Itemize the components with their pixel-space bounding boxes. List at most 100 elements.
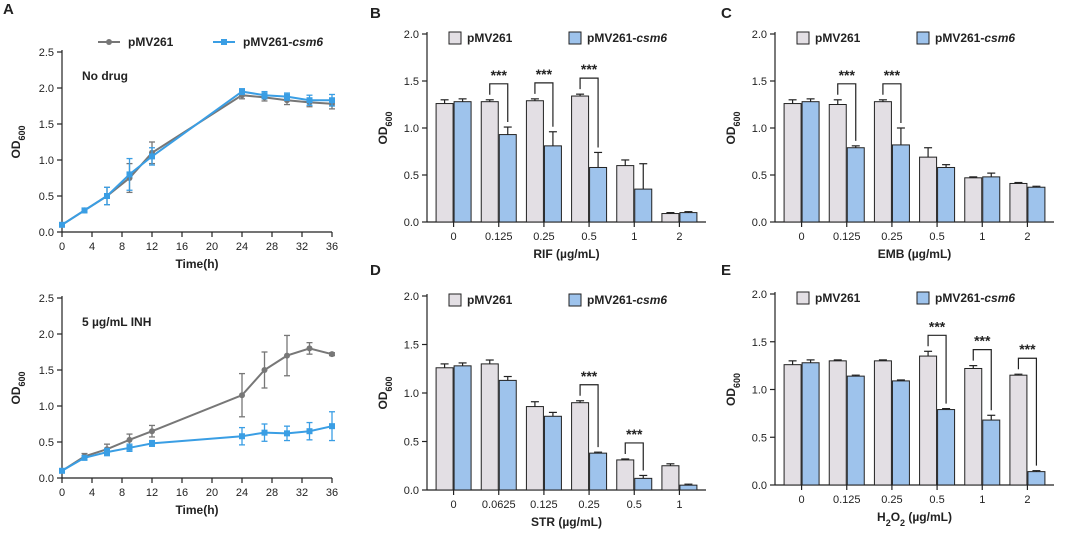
panel-annotation: 5 µg/mL INH — [82, 315, 151, 329]
y-tick-label: 2.0 — [39, 83, 54, 95]
x-tick-label: 0.125 — [833, 494, 861, 506]
bar-pMV261-csm6 — [543, 145, 562, 223]
bar-pMV261 — [525, 100, 544, 223]
y-tick-label: 1.5 — [404, 340, 419, 352]
legend-marker-grey — [106, 39, 112, 45]
x-axis-label: H2O2 (µg/mL) — [877, 510, 952, 528]
x-tick-label: 4 — [89, 487, 95, 499]
y-axis-label: OD600 — [376, 111, 394, 144]
y-axis-label-part: OD — [376, 126, 390, 144]
significance-stars: *** — [491, 67, 508, 83]
legend-label-blue: pMV261-csm6 — [243, 35, 323, 49]
data-point — [239, 88, 245, 95]
x-tick-label: 20 — [206, 487, 218, 499]
significance-bracket — [1017, 357, 1038, 466]
x-axis-label: RIF (µg/mL) — [533, 247, 599, 261]
x-tick-label: 1 — [979, 494, 985, 506]
y-tick-label: 2.0 — [404, 29, 419, 41]
bar-pMV261 — [571, 95, 590, 223]
x-tick-label: 20 — [206, 241, 218, 253]
bar-pMV261-csm6 — [498, 379, 517, 491]
significance-stars: *** — [581, 368, 598, 384]
bar-pMV261 — [873, 360, 892, 486]
data-point — [239, 392, 245, 399]
x-tick-label: 32 — [296, 487, 308, 499]
legend-label-blue: pMV261-csm6 — [587, 31, 667, 45]
bar-pMV261-csm6 — [801, 362, 820, 486]
x-tick-label: 0 — [59, 241, 65, 253]
data-point — [306, 428, 313, 435]
legend-label-blue: pMV261-csm6 — [935, 31, 1015, 45]
bar-pMV261 — [1009, 374, 1028, 486]
significance-stars: *** — [626, 426, 643, 442]
x-tick-label: 8 — [119, 241, 125, 253]
y-tick-label: 0.0 — [404, 217, 419, 229]
data-point — [81, 454, 88, 461]
legend-swatch-blue — [568, 31, 582, 45]
bar-pMV261 — [828, 360, 847, 486]
x-tick-label: 0.125 — [485, 231, 513, 243]
y-tick-label: 1.5 — [39, 365, 54, 377]
panel-letter: E — [721, 262, 731, 279]
x-tick-label: 0.5 — [929, 494, 944, 506]
y-axis-label: OD600 — [724, 111, 742, 144]
x-tick-label: 16 — [176, 487, 188, 499]
y-tick-label: 0.5 — [39, 191, 54, 203]
bar-pMV261-csm6 — [982, 176, 1001, 223]
series-line-pMV261 — [61, 94, 333, 226]
bar-pMV261-csm6 — [634, 188, 653, 223]
y-axis-label-part: OD — [724, 388, 738, 406]
bar-pMV261 — [964, 177, 983, 223]
data-point — [59, 221, 65, 228]
x-axis-label: STR (µg/mL) — [531, 515, 602, 529]
series-line-pMV261-csm6 — [61, 425, 333, 472]
legend-label-blue-part: pMV261- — [243, 35, 292, 49]
x-tick-label: 1 — [979, 231, 985, 243]
y-axis-label-part: 600 — [17, 371, 27, 386]
y-tick-label: 0.5 — [404, 437, 419, 449]
y-axis-label-part: OD — [724, 126, 738, 144]
y-axis-label: OD600 — [724, 373, 742, 406]
legend-label-blue-part: csm6 — [984, 291, 1015, 305]
y-axis-label-part: OD — [9, 140, 23, 158]
data-point — [59, 467, 65, 474]
panel-letter: D — [370, 262, 381, 279]
bar-pMV261 — [1009, 182, 1028, 223]
data-point — [81, 207, 88, 214]
legend-label-grey: pMV261 — [815, 291, 861, 305]
bar-pMV261 — [828, 104, 847, 223]
legend-label-grey: pMV261 — [467, 293, 513, 307]
x-tick-label: 32 — [296, 241, 308, 253]
x-tick-label: 0 — [451, 231, 457, 243]
y-tick-label: 1.0 — [752, 123, 767, 135]
significance-stars: *** — [884, 67, 901, 83]
bar-pMV261-csm6 — [982, 419, 1001, 486]
panel-annotation: No drug — [82, 69, 128, 83]
data-point — [126, 171, 133, 178]
bar-pMV261 — [480, 101, 499, 223]
bar-pMV261 — [919, 355, 938, 486]
x-tick-label: 16 — [176, 241, 188, 253]
bar-pMV261-csm6 — [679, 212, 698, 223]
bar-pMV261-csm6 — [679, 484, 698, 491]
bar-pMV261-csm6 — [589, 166, 608, 223]
data-point — [284, 352, 290, 359]
y-axis-label-part: OD — [376, 391, 390, 409]
significance-stars: *** — [839, 67, 856, 83]
bar-pMV261-csm6 — [937, 409, 956, 486]
y-tick-label: 1.5 — [752, 76, 767, 88]
data-point — [329, 97, 335, 104]
data-point — [104, 449, 110, 456]
bar-pMV261-csm6 — [891, 380, 910, 486]
significance-bracket — [882, 83, 902, 123]
chart-D: D 0.0 0.5 1.0 1.5 2.0 0 0.0625 0.125 0.25 0.5 1 STR … — [370, 262, 706, 529]
series-line-pMV261 — [61, 347, 333, 472]
bar-pMV261 — [616, 459, 635, 491]
x-tick-label: 0.25 — [533, 231, 554, 243]
x-tick-label: 0.125 — [530, 499, 558, 511]
x-tick-label: 0.25 — [881, 494, 902, 506]
x-axis-label-part: H — [877, 510, 886, 524]
x-tick-label: 12 — [146, 241, 158, 253]
x-tick-label: 24 — [236, 241, 248, 253]
chart-B: B 0.0 0.5 1.0 1.5 2.0 0 0.125 0.25 0.5 1 2 RIF (µg/m… — [370, 5, 706, 261]
